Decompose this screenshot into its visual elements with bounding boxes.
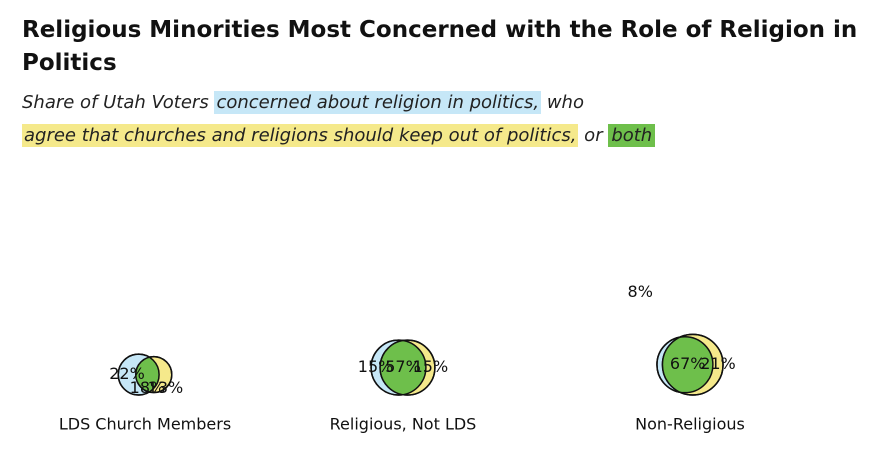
subtitle-or: or [578,125,609,146]
concerned-outline [656,335,714,394]
group-label: Non-Religious [635,415,745,434]
concerned-only-value: 15% [358,357,394,376]
both-value: 57% [385,357,421,376]
subtitle-prefix: Share of Utah Voters [22,92,215,113]
agree-only-value: 15% [413,357,449,376]
venn-group: 18%13%22% LDS Church Members [59,353,231,434]
venn-group: 57%15% 15% Religious, Not LDS [330,339,477,434]
agree-only-value: 13% [148,378,184,397]
chart-subtitle: Share of Utah Voters concerned about rel… [22,86,872,152]
legend-both: both [608,124,656,147]
concerned-outline [117,353,160,396]
both-value: 18% [130,378,166,397]
legend-concerned: concerned about religion in politics, [214,91,542,114]
both-region [380,340,426,395]
concerned-outline [370,339,427,396]
both-region [662,336,713,393]
legend-agree: agree that churches and religions should… [22,124,579,147]
concerned-only-value: 8% [628,282,653,301]
agree-outline [661,333,724,396]
agree-outline [135,355,173,394]
both-region [135,356,160,393]
concerned-only-value: 22% [109,364,145,383]
agree-only-value: 21% [700,354,736,373]
group-label: LDS Church Members [59,415,231,434]
venn-group: 67%21% 8% Non-Religious [628,282,745,433]
agree-outline [379,339,436,396]
group-label: Religious, Not LDS [330,415,477,434]
subtitle-middle: who [541,92,584,113]
both-value: 67% [670,354,706,373]
chart-title: Religious Minorities Most Concerned with… [22,17,858,76]
